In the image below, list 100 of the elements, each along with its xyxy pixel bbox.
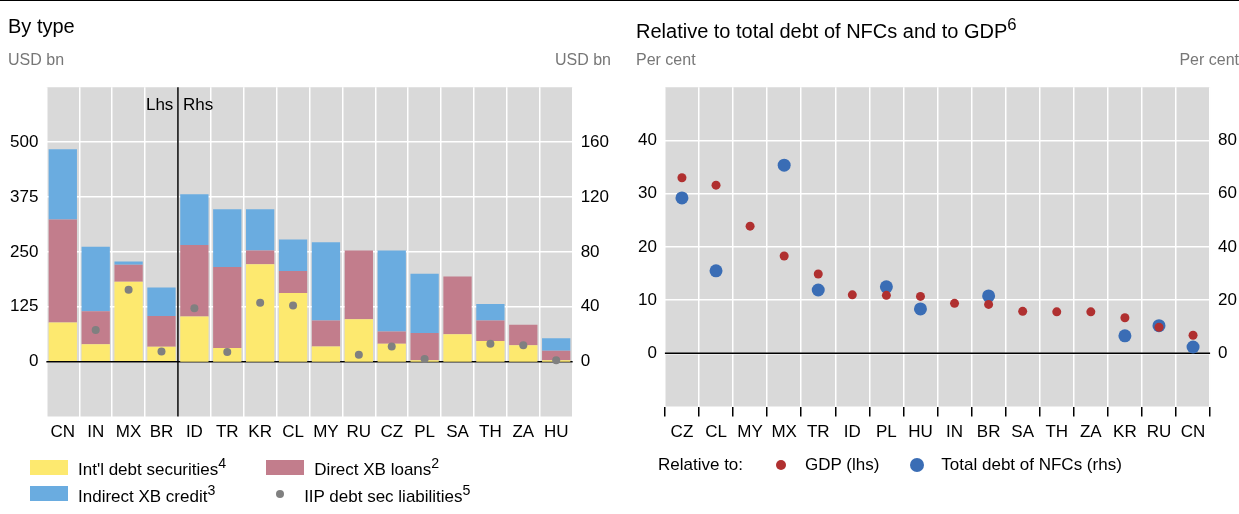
bar: [278, 271, 308, 294]
bar: [180, 316, 209, 362]
bar: [311, 346, 341, 362]
point: [847, 290, 857, 300]
chart-title: Relative to total debt of NFCs and to GDP$^{6}$: [636, 15, 1018, 42]
x-tick-label: MX: [115, 422, 142, 442]
point: [354, 350, 363, 359]
x-tick-label: KR: [248, 422, 272, 442]
y-tick-label: 10: [637, 289, 657, 309]
bar: [278, 293, 308, 362]
bar: [278, 239, 308, 272]
x-tick-label: BR: [976, 422, 1001, 442]
bar: [246, 209, 275, 251]
y-tick-label: 0: [28, 351, 39, 371]
bar: [114, 281, 143, 361]
bar: [81, 344, 110, 361]
point: [745, 221, 755, 231]
legend-label: Total debt of NFCs (rhs): [941, 455, 1122, 475]
legend-label: Indirect XB credit$^{3}$: [78, 481, 216, 507]
x-tick-label: HU: [543, 422, 569, 442]
point: [677, 173, 687, 183]
y2-axis-title: USD bn: [554, 51, 611, 69]
y2-tick-label: 40: [580, 296, 600, 316]
bar: [377, 343, 406, 362]
x-tick-label: RU: [346, 422, 372, 442]
point: [289, 301, 298, 310]
legend-label: Direct XB loans$^{2}$: [314, 455, 440, 480]
x-tick-label: IN: [946, 422, 964, 442]
y-axis-title: USD bn: [8, 51, 65, 69]
y-tick-label: 0: [647, 343, 657, 363]
point: [811, 283, 825, 297]
x-tick-label: CN: [1180, 422, 1206, 442]
point: [1052, 307, 1062, 317]
point: [1188, 330, 1198, 340]
x-tick-label: SA: [1011, 422, 1035, 442]
bar: [509, 324, 538, 346]
x-tick-label: ID: [843, 422, 861, 442]
y-axis-title: Per cent: [636, 51, 696, 69]
bar: [443, 276, 472, 335]
bar: [147, 287, 176, 317]
x-tick-label: HU: [908, 422, 933, 442]
bar: [213, 267, 242, 348]
bar: [246, 250, 275, 265]
point: [779, 251, 789, 261]
y2-tick-label: 0: [1218, 343, 1228, 363]
bar: [114, 264, 143, 282]
y-tick-label: 500: [9, 131, 39, 151]
point: [1120, 313, 1130, 323]
x-tick-label: MY: [737, 422, 763, 442]
y-tick-label: 125: [9, 296, 39, 316]
x-tick-label: CZ: [670, 422, 694, 442]
bar: [246, 264, 275, 362]
bar: [48, 149, 77, 220]
bar: [147, 316, 176, 347]
y-tick-label: 30: [637, 183, 657, 203]
x-tick-label: TH: [1045, 422, 1069, 442]
x-tick-label: IN: [87, 422, 105, 442]
point: [1118, 329, 1132, 343]
x-tick-label: CL: [705, 422, 727, 442]
legend-label: GDP (lhs): [805, 455, 880, 475]
bar: [180, 194, 209, 246]
bar: [344, 319, 373, 362]
y2-tick-label: 60: [1218, 183, 1238, 203]
point: [124, 285, 133, 294]
point: [519, 341, 528, 350]
y2-axis-title: Per cent: [1179, 51, 1239, 69]
y2-tick-label: 80: [580, 241, 600, 261]
annotation: Rhs: [182, 95, 214, 116]
bar: [410, 273, 439, 333]
x-tick-label: MY: [313, 422, 339, 442]
x-tick-label: MX: [771, 422, 797, 442]
y-tick-label: 20: [637, 236, 657, 256]
point: [1086, 307, 1096, 317]
x-tick-label: PL: [875, 422, 897, 442]
x-tick-label: ZA: [1079, 422, 1103, 442]
x-tick-label: ZA: [512, 422, 535, 442]
x-tick-label: SA: [446, 422, 470, 442]
bar: [81, 311, 110, 345]
chart-title: By type: [8, 15, 76, 39]
point: [982, 289, 996, 303]
x-tick-label: KR: [1113, 422, 1137, 442]
bar: [311, 242, 341, 321]
bar: [48, 219, 77, 323]
bar: [213, 209, 242, 267]
bar: [377, 250, 406, 332]
bar: [476, 341, 505, 362]
point: [777, 158, 791, 172]
bar: [410, 332, 439, 361]
point: [711, 180, 721, 190]
bar: [344, 250, 373, 320]
x-tick-label: CL: [282, 422, 304, 442]
point: [1186, 340, 1200, 354]
point: [913, 302, 927, 316]
x-tick-label: PL: [414, 422, 436, 442]
point: [1018, 306, 1028, 316]
y2-tick-label: 80: [1218, 130, 1238, 150]
x-tick-label: ID: [185, 422, 203, 442]
legend-label: IIP debt sec liabilities$^{5}$: [304, 481, 471, 507]
point: [813, 269, 823, 279]
point: [387, 342, 396, 351]
